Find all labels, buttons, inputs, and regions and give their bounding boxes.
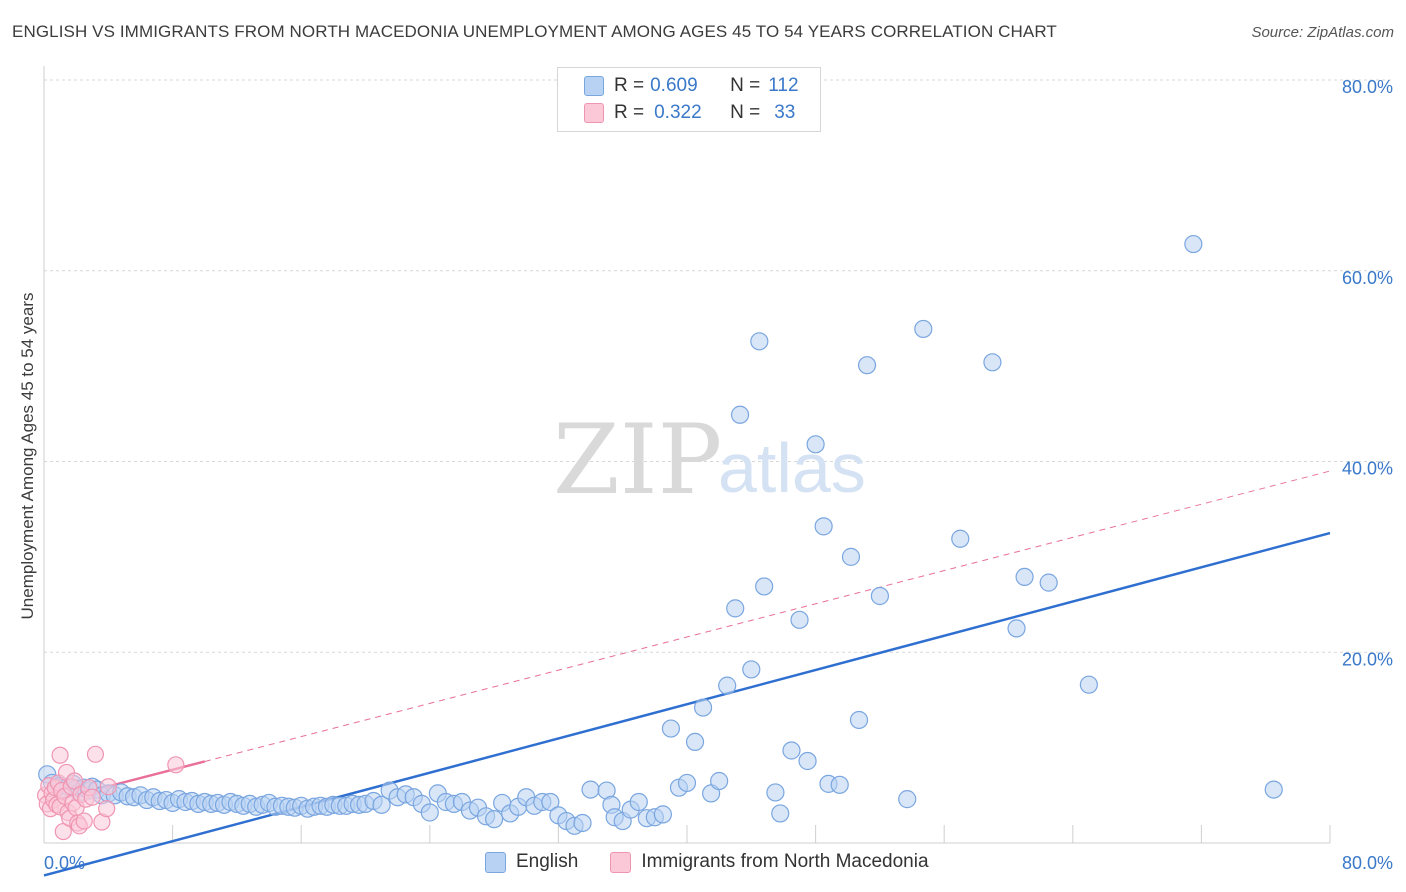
- english-point: [755, 577, 774, 596]
- english-point: [782, 741, 801, 760]
- english-point: [1007, 619, 1026, 638]
- english-point: [581, 780, 600, 799]
- english-point: [849, 710, 869, 730]
- english-point: [629, 792, 648, 812]
- legend-row-macedonia: R = 0.322 N = 33: [584, 101, 795, 125]
- english-point: [841, 547, 861, 566]
- english-point: [771, 804, 790, 823]
- english-point: [1039, 573, 1058, 592]
- macedonia-point: [86, 745, 105, 763]
- n-value: 33: [774, 102, 796, 123]
- legend-row-english: R = 0.609 N = 112: [584, 74, 799, 98]
- legend-item-macedonia[interactable]: Immigrants from North Macedonia: [610, 851, 929, 873]
- english-point: [951, 529, 970, 548]
- correlation-legend: R = 0.609 N = 112 R = 0.322 N = 33: [557, 67, 821, 132]
- english-point: [870, 586, 890, 606]
- english-point: [830, 775, 849, 794]
- r-label: R =: [614, 75, 645, 96]
- macedonia-swatch: [610, 851, 632, 873]
- x-tick-label-max: 80.0%: [1342, 853, 1393, 873]
- english-point: [541, 792, 560, 812]
- macedonia-point: [83, 788, 101, 806]
- english-point: [1015, 567, 1034, 587]
- legend-label-english: English: [516, 851, 579, 872]
- watermark-atlas: atlas: [718, 429, 866, 507]
- macedonia-point: [75, 812, 93, 830]
- english-point: [653, 805, 672, 824]
- english-point: [710, 771, 729, 791]
- english-point: [485, 810, 504, 829]
- english-swatch: [485, 851, 506, 873]
- english-point: [693, 698, 713, 717]
- watermark-zip: ZIP: [553, 404, 722, 516]
- english-point: [730, 405, 750, 424]
- english-point: [790, 610, 809, 629]
- english-point: [685, 732, 705, 752]
- series-legend: English Immigrants from North Macedonia: [485, 851, 961, 873]
- english-point: [1184, 234, 1203, 254]
- english-point: [718, 676, 737, 695]
- macedonia-point: [98, 800, 116, 818]
- y-tick-label: 60.0%: [1342, 268, 1393, 288]
- english-point: [1264, 780, 1283, 799]
- r-label: R =: [614, 102, 645, 123]
- english-point: [983, 353, 1002, 372]
- english-point: [857, 356, 877, 375]
- macedonia-points: [37, 745, 185, 841]
- macedonia-point: [167, 756, 185, 774]
- english-point: [898, 790, 917, 809]
- english-point: [766, 783, 785, 802]
- legend-item-english[interactable]: English: [485, 851, 578, 873]
- english-point: [726, 599, 745, 618]
- macedonia-trendline-dashed: [204, 470, 1331, 762]
- n-label: N =: [730, 102, 761, 123]
- n-label: N =: [730, 75, 761, 96]
- grid-lines: [44, 79, 1394, 653]
- y-tick-label: 80.0%: [1342, 77, 1393, 97]
- legend-label-macedonia: Immigrants from North Macedonia: [641, 851, 929, 872]
- y-tick-label: 20.0%: [1342, 649, 1393, 669]
- n-value: 112: [768, 75, 799, 96]
- macedonia-swatch: [584, 103, 604, 123]
- english-points: [38, 234, 1283, 835]
- x-tick-label-min: 0.0%: [44, 853, 85, 873]
- english-point: [814, 517, 833, 536]
- watermark: ZIP atlas: [553, 404, 866, 516]
- english-point: [677, 773, 697, 793]
- r-value: 0.322: [654, 102, 702, 123]
- english-trendline: [43, 531, 1331, 877]
- macedonia-point: [99, 778, 117, 796]
- y-tick-label: 40.0%: [1342, 459, 1393, 479]
- english-point: [372, 795, 391, 814]
- english-point: [1079, 675, 1098, 694]
- english-swatch: [584, 76, 604, 96]
- trend-lines: [43, 470, 1331, 877]
- english-point: [798, 751, 817, 771]
- english-point: [420, 803, 439, 822]
- english-point: [806, 435, 825, 454]
- english-point: [914, 319, 933, 339]
- english-point: [661, 719, 681, 738]
- english-point: [573, 813, 592, 833]
- english-point: [750, 332, 769, 351]
- r-value: 0.609: [650, 75, 698, 96]
- source-credit: Source: ZipAtlas.com: [1251, 24, 1394, 41]
- macedonia-point: [51, 746, 69, 764]
- english-point: [742, 660, 761, 679]
- tick-labels: 20.0% 40.0% 60.0% 80.0% 0.0% 80.0%: [44, 77, 1393, 873]
- chart-title: ENGLISH VS IMMIGRANTS FROM NORTH MACEDON…: [12, 22, 1057, 41]
